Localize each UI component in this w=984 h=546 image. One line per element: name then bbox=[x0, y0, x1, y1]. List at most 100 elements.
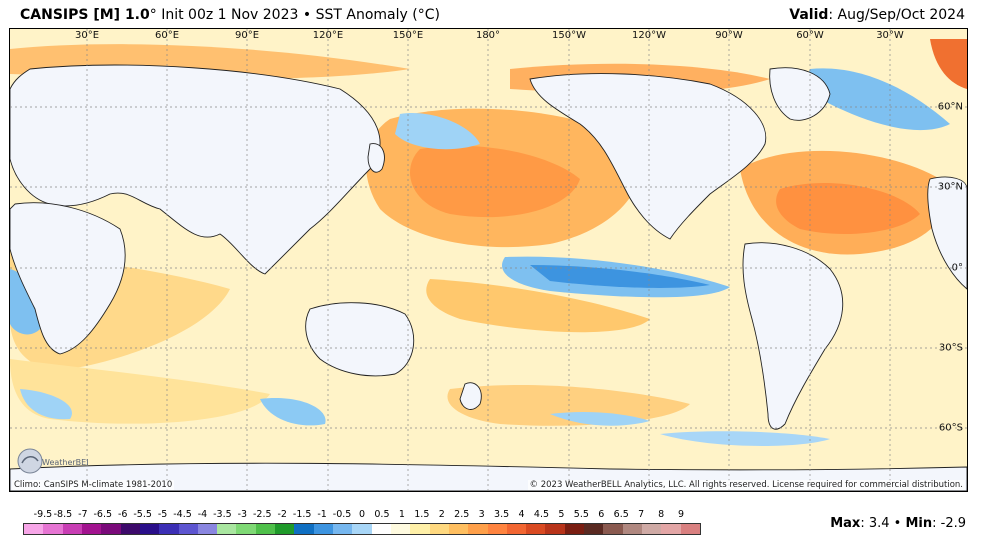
colorbar-tick-label: 3.5 bbox=[494, 509, 510, 520]
svg-text:WeatherBELL: WeatherBELL bbox=[42, 458, 88, 467]
colorbar-tick-label: -6.5 bbox=[93, 509, 113, 520]
eurasia-land bbox=[10, 64, 381, 275]
north-america-land bbox=[529, 73, 767, 240]
colorbar-tick-label: -3.5 bbox=[213, 509, 232, 520]
south-america-land bbox=[742, 242, 844, 430]
lon-label-90w: 90°W bbox=[715, 30, 743, 41]
colorbar-tick-label: 7 bbox=[638, 509, 645, 520]
lat-label-30n: 30°N bbox=[937, 181, 963, 193]
new-zealand-land bbox=[459, 382, 482, 410]
colorbar-tick-label: 5.5 bbox=[573, 509, 589, 520]
init-time: Init 00z 1 Nov 2023 bbox=[161, 7, 299, 23]
colorbar-tick-label: -5 bbox=[157, 509, 168, 520]
colorbar-swatch bbox=[661, 524, 681, 534]
colorbar-swatch bbox=[642, 524, 662, 534]
colorbar-swatch bbox=[178, 524, 198, 534]
lon-label-30e: 30°E bbox=[74, 30, 100, 41]
header: CANSIPS [M] 1.0° Init 00z 1 Nov 2023 • S… bbox=[0, 0, 984, 28]
colorbar-swatch bbox=[371, 524, 391, 534]
lon-label-90e: 90°E bbox=[234, 30, 260, 41]
colorbar-tick-label: 3 bbox=[478, 509, 485, 520]
lon-label-30w: 30°W bbox=[876, 30, 904, 41]
map-title: CANSIPS [M] 1.0° Init 00z 1 Nov 2023 • S… bbox=[20, 7, 440, 23]
australia-land bbox=[305, 302, 415, 377]
lat-label-60s: 60°S bbox=[938, 422, 963, 434]
colorbar-swatch bbox=[584, 524, 604, 534]
land-masses bbox=[10, 64, 967, 491]
valid-label: Valid bbox=[789, 7, 829, 23]
colorbar-tick-label: 0.5 bbox=[374, 509, 390, 520]
greenland-land bbox=[769, 67, 831, 121]
colorbar-swatch bbox=[255, 524, 276, 534]
lon-label-120e: 120°E bbox=[312, 30, 344, 41]
max-min-readout: Max: 3.4 • Min: -2.9 bbox=[830, 516, 966, 531]
weatherbell-logo: WeatherBELL bbox=[17, 448, 88, 474]
colorbar-tick-label: -2 bbox=[277, 509, 287, 520]
colorbar-tick-label: -8.5 bbox=[53, 509, 73, 520]
colorbar-swatch bbox=[545, 524, 565, 534]
colorbar-tick-label: 0 bbox=[358, 509, 366, 520]
colorbar-tick-label: -3 bbox=[237, 509, 248, 520]
colorbar-tick-label: 9 bbox=[678, 509, 685, 520]
colorbar-tick-label: -2.5 bbox=[253, 509, 272, 520]
colorbar-tick-label: -1.5 bbox=[292, 509, 312, 520]
colorbar-swatch bbox=[120, 524, 140, 534]
min-label: Min bbox=[905, 516, 933, 531]
colorbar-swatch bbox=[275, 524, 295, 534]
colorbar-tick-label: -9.5 bbox=[33, 509, 53, 520]
colorbar-swatch bbox=[333, 524, 353, 534]
colorbar-swatch bbox=[410, 524, 430, 534]
colorbar-tick-label: -6 bbox=[117, 509, 128, 520]
lon-label-60e: 60°E bbox=[154, 30, 180, 41]
lon-label-150e: 150°E bbox=[392, 30, 424, 41]
copyright-note: © 2023 WeatherBELL Analytics, LLC. All r… bbox=[527, 480, 965, 490]
colorbar-tick-label: 4 bbox=[518, 509, 525, 520]
colorbar-swatch bbox=[81, 524, 102, 534]
japan-land bbox=[367, 143, 385, 173]
colorbar-tick-label: -0.5 bbox=[332, 509, 352, 520]
max-value: : 3.4 bbox=[860, 516, 890, 531]
colorbar-tick-label: -4.5 bbox=[173, 509, 192, 520]
lon-label-150w: 150°W bbox=[552, 30, 586, 41]
colorbar-tick-label: -4 bbox=[197, 509, 208, 520]
colorbar-swatch bbox=[564, 524, 585, 534]
max-label: Max bbox=[830, 516, 861, 531]
colorbar-swatch bbox=[197, 524, 218, 534]
sst-anomaly-map: 30°E 60°E 90°E 120°E 150°E 180° 150°W 12… bbox=[9, 28, 968, 492]
valid-value: : Aug/Sep/Oct 2024 bbox=[828, 7, 965, 23]
title-bullet: • bbox=[302, 7, 312, 23]
colorbar-swatch bbox=[487, 524, 507, 534]
colorbar-swatch bbox=[390, 524, 411, 534]
model-name: CANSIPS [M] 1.0 bbox=[20, 7, 150, 23]
colorbar-tick-label: 6 bbox=[598, 509, 605, 520]
colorbar-tick-label: 6.5 bbox=[613, 509, 629, 520]
lat-label-equator: 0° bbox=[951, 262, 963, 274]
colorbar-tick-label: 1.5 bbox=[414, 509, 430, 520]
colorbar-swatch bbox=[448, 524, 469, 534]
colorbar-swatch bbox=[139, 524, 160, 534]
climo-note: Climo: CanSIPS M-climate 1981-2010 bbox=[12, 480, 175, 490]
graticule bbox=[10, 29, 967, 491]
colorbar-swatch bbox=[43, 524, 63, 534]
lon-label-60w: 60°W bbox=[796, 30, 824, 41]
colorbar-swatch bbox=[506, 524, 527, 534]
lat-label-60n: 60°N bbox=[937, 101, 963, 113]
west-africa-edge-land bbox=[927, 176, 967, 290]
colorbar-tick-label: 5 bbox=[558, 509, 565, 520]
colorbar-tick-label: 4.5 bbox=[533, 509, 550, 520]
colorbar-tick-label: 8 bbox=[658, 509, 665, 520]
min-value: : -2.9 bbox=[932, 516, 966, 531]
colorbar-swatch bbox=[101, 524, 121, 534]
colorbar-tick-label: -7 bbox=[78, 509, 88, 520]
africa-land bbox=[10, 202, 126, 355]
colorbar-swatch bbox=[622, 524, 642, 534]
colorbar-swatch bbox=[468, 524, 488, 534]
colorbar-swatch bbox=[680, 524, 700, 534]
cool-anomaly-fields bbox=[10, 68, 950, 446]
lon-label-120w: 120°W bbox=[632, 30, 666, 41]
degree-mark: ° bbox=[149, 7, 157, 23]
valid-period: Valid: Aug/Sep/Oct 2024 bbox=[789, 7, 965, 23]
colorbar-swatch bbox=[603, 524, 623, 534]
colorbar-swatch bbox=[62, 524, 82, 534]
colorbar-tick-label: -1 bbox=[317, 509, 327, 520]
